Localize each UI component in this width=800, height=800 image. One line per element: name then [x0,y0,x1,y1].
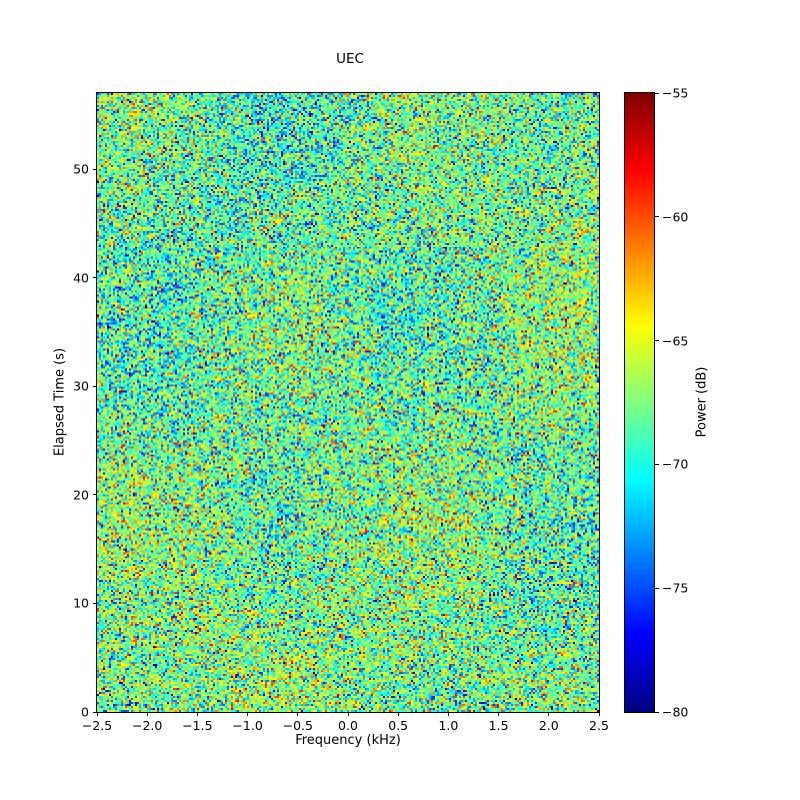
colorbar-tick-mark [655,92,659,94]
colorbar-tick-mark [655,340,659,342]
x-tick-mark [96,712,98,716]
y-axis-label: Elapsed Time (s) [52,347,68,457]
x-tick-label: −1.5 [182,718,213,733]
colorbar-gradient [625,93,654,712]
x-tick-label: 0.0 [338,718,358,733]
colorbar-tick-label: −60 [662,209,689,225]
x-tick-label: −2.5 [81,718,113,733]
x-axis-label: Frequency (kHz) [295,733,401,748]
y-tick-mark [93,385,97,387]
x-tick-label: −1.0 [232,718,263,733]
colorbar-tick-mark [655,587,659,589]
x-tick-label: 0.5 [388,718,409,733]
colorbar-tick-label: −55 [662,85,689,101]
x-tick-mark [297,712,299,716]
colorbar [624,92,655,713]
colorbar-tick-mark [655,463,659,465]
y-tick-mark [93,277,97,279]
x-tick-mark [447,712,449,716]
colorbar-tick-label: −75 [662,580,689,596]
y-tick-label: 20 [73,487,89,503]
y-tick-mark [93,711,97,713]
colorbar-tick-mark [655,711,659,713]
x-tick-mark [498,712,500,716]
x-tick-mark [548,712,550,716]
y-tick-label: 40 [73,270,89,286]
x-tick-label: 1.0 [438,718,459,733]
x-tick-label: −0.5 [282,718,313,733]
y-tick-label: 50 [73,161,89,177]
chart-title: UEC [336,51,364,67]
y-tick-label: 10 [73,595,89,611]
x-tick-label: 1.5 [488,718,509,733]
colorbar-tick-label: −65 [662,333,689,349]
x-tick-mark [146,712,148,716]
x-tick-mark [347,712,349,716]
y-tick-mark [93,168,97,170]
x-tick-mark [247,712,249,716]
x-tick-label: 2.0 [538,718,559,733]
x-tick-mark [598,712,600,716]
colorbar-tick-mark [655,216,659,218]
y-tick-mark [93,494,97,496]
y-tick-label: 0 [81,704,89,720]
colorbar-tick-label: −70 [662,456,689,472]
y-tick-label: 30 [73,378,89,394]
x-tick-label: −2.0 [132,718,163,733]
y-tick-mark [93,602,97,604]
plot-area [96,92,600,713]
spectrogram-heatmap [97,93,599,712]
x-tick-mark [397,712,399,716]
x-tick-mark [196,712,198,716]
x-tick-label: 2.5 [589,718,609,733]
colorbar-label: Power (dB) [694,366,710,438]
colorbar-tick-label: −80 [662,704,689,720]
